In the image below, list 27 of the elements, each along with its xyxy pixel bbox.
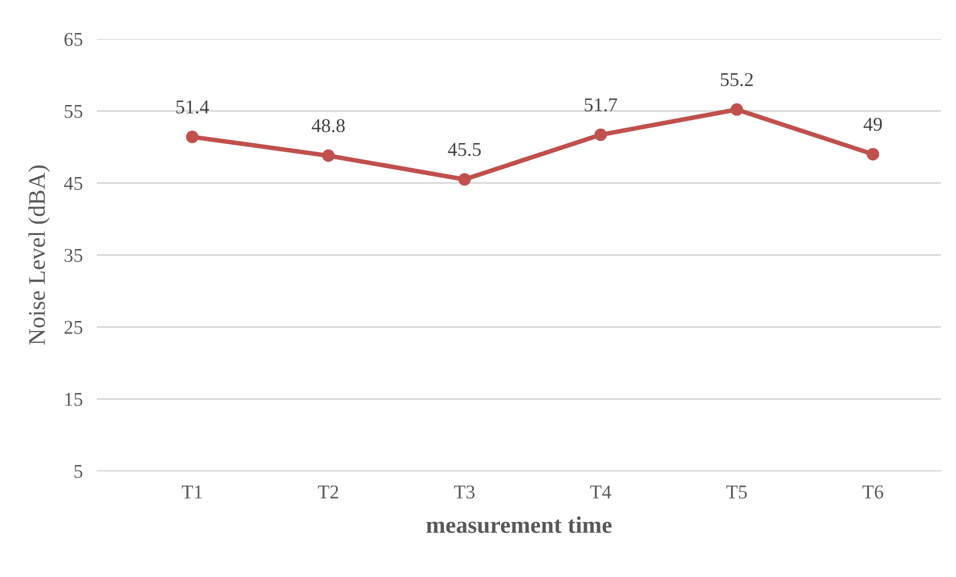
x-axis-title: measurement time bbox=[426, 516, 612, 534]
y-tick-label: 65 bbox=[64, 32, 82, 46]
data-label: 49 bbox=[864, 118, 882, 131]
y-tick-label: 5 bbox=[74, 465, 82, 478]
x-tick-label: T2 bbox=[318, 486, 338, 498]
y-tick-label: 35 bbox=[64, 248, 82, 262]
point bbox=[186, 130, 199, 144]
y-axis-title: Noise Level (dBA) bbox=[28, 166, 50, 345]
point bbox=[322, 149, 335, 162]
y-tick-label: 45 bbox=[64, 176, 82, 190]
point bbox=[730, 103, 744, 116]
data-label: 45.5 bbox=[448, 143, 481, 156]
x-tick-label: T6 bbox=[862, 486, 884, 499]
y-tick-label: 25 bbox=[64, 320, 82, 334]
x-tick-label: T1 bbox=[182, 486, 202, 498]
point bbox=[594, 128, 607, 142]
data-label: 51.7 bbox=[584, 98, 618, 112]
data-label: 55.2 bbox=[720, 73, 753, 86]
y-tick-label: 55 bbox=[64, 105, 82, 118]
point bbox=[866, 148, 880, 160]
x-tick-label: T3 bbox=[454, 486, 475, 499]
data-label: 51.4 bbox=[176, 100, 209, 114]
y-tick-label: 15 bbox=[65, 392, 82, 406]
point bbox=[458, 173, 471, 186]
data-label: 48.8 bbox=[312, 119, 345, 132]
x-tick-label: T5 bbox=[726, 486, 747, 499]
x-tick-label: T4 bbox=[590, 486, 612, 498]
